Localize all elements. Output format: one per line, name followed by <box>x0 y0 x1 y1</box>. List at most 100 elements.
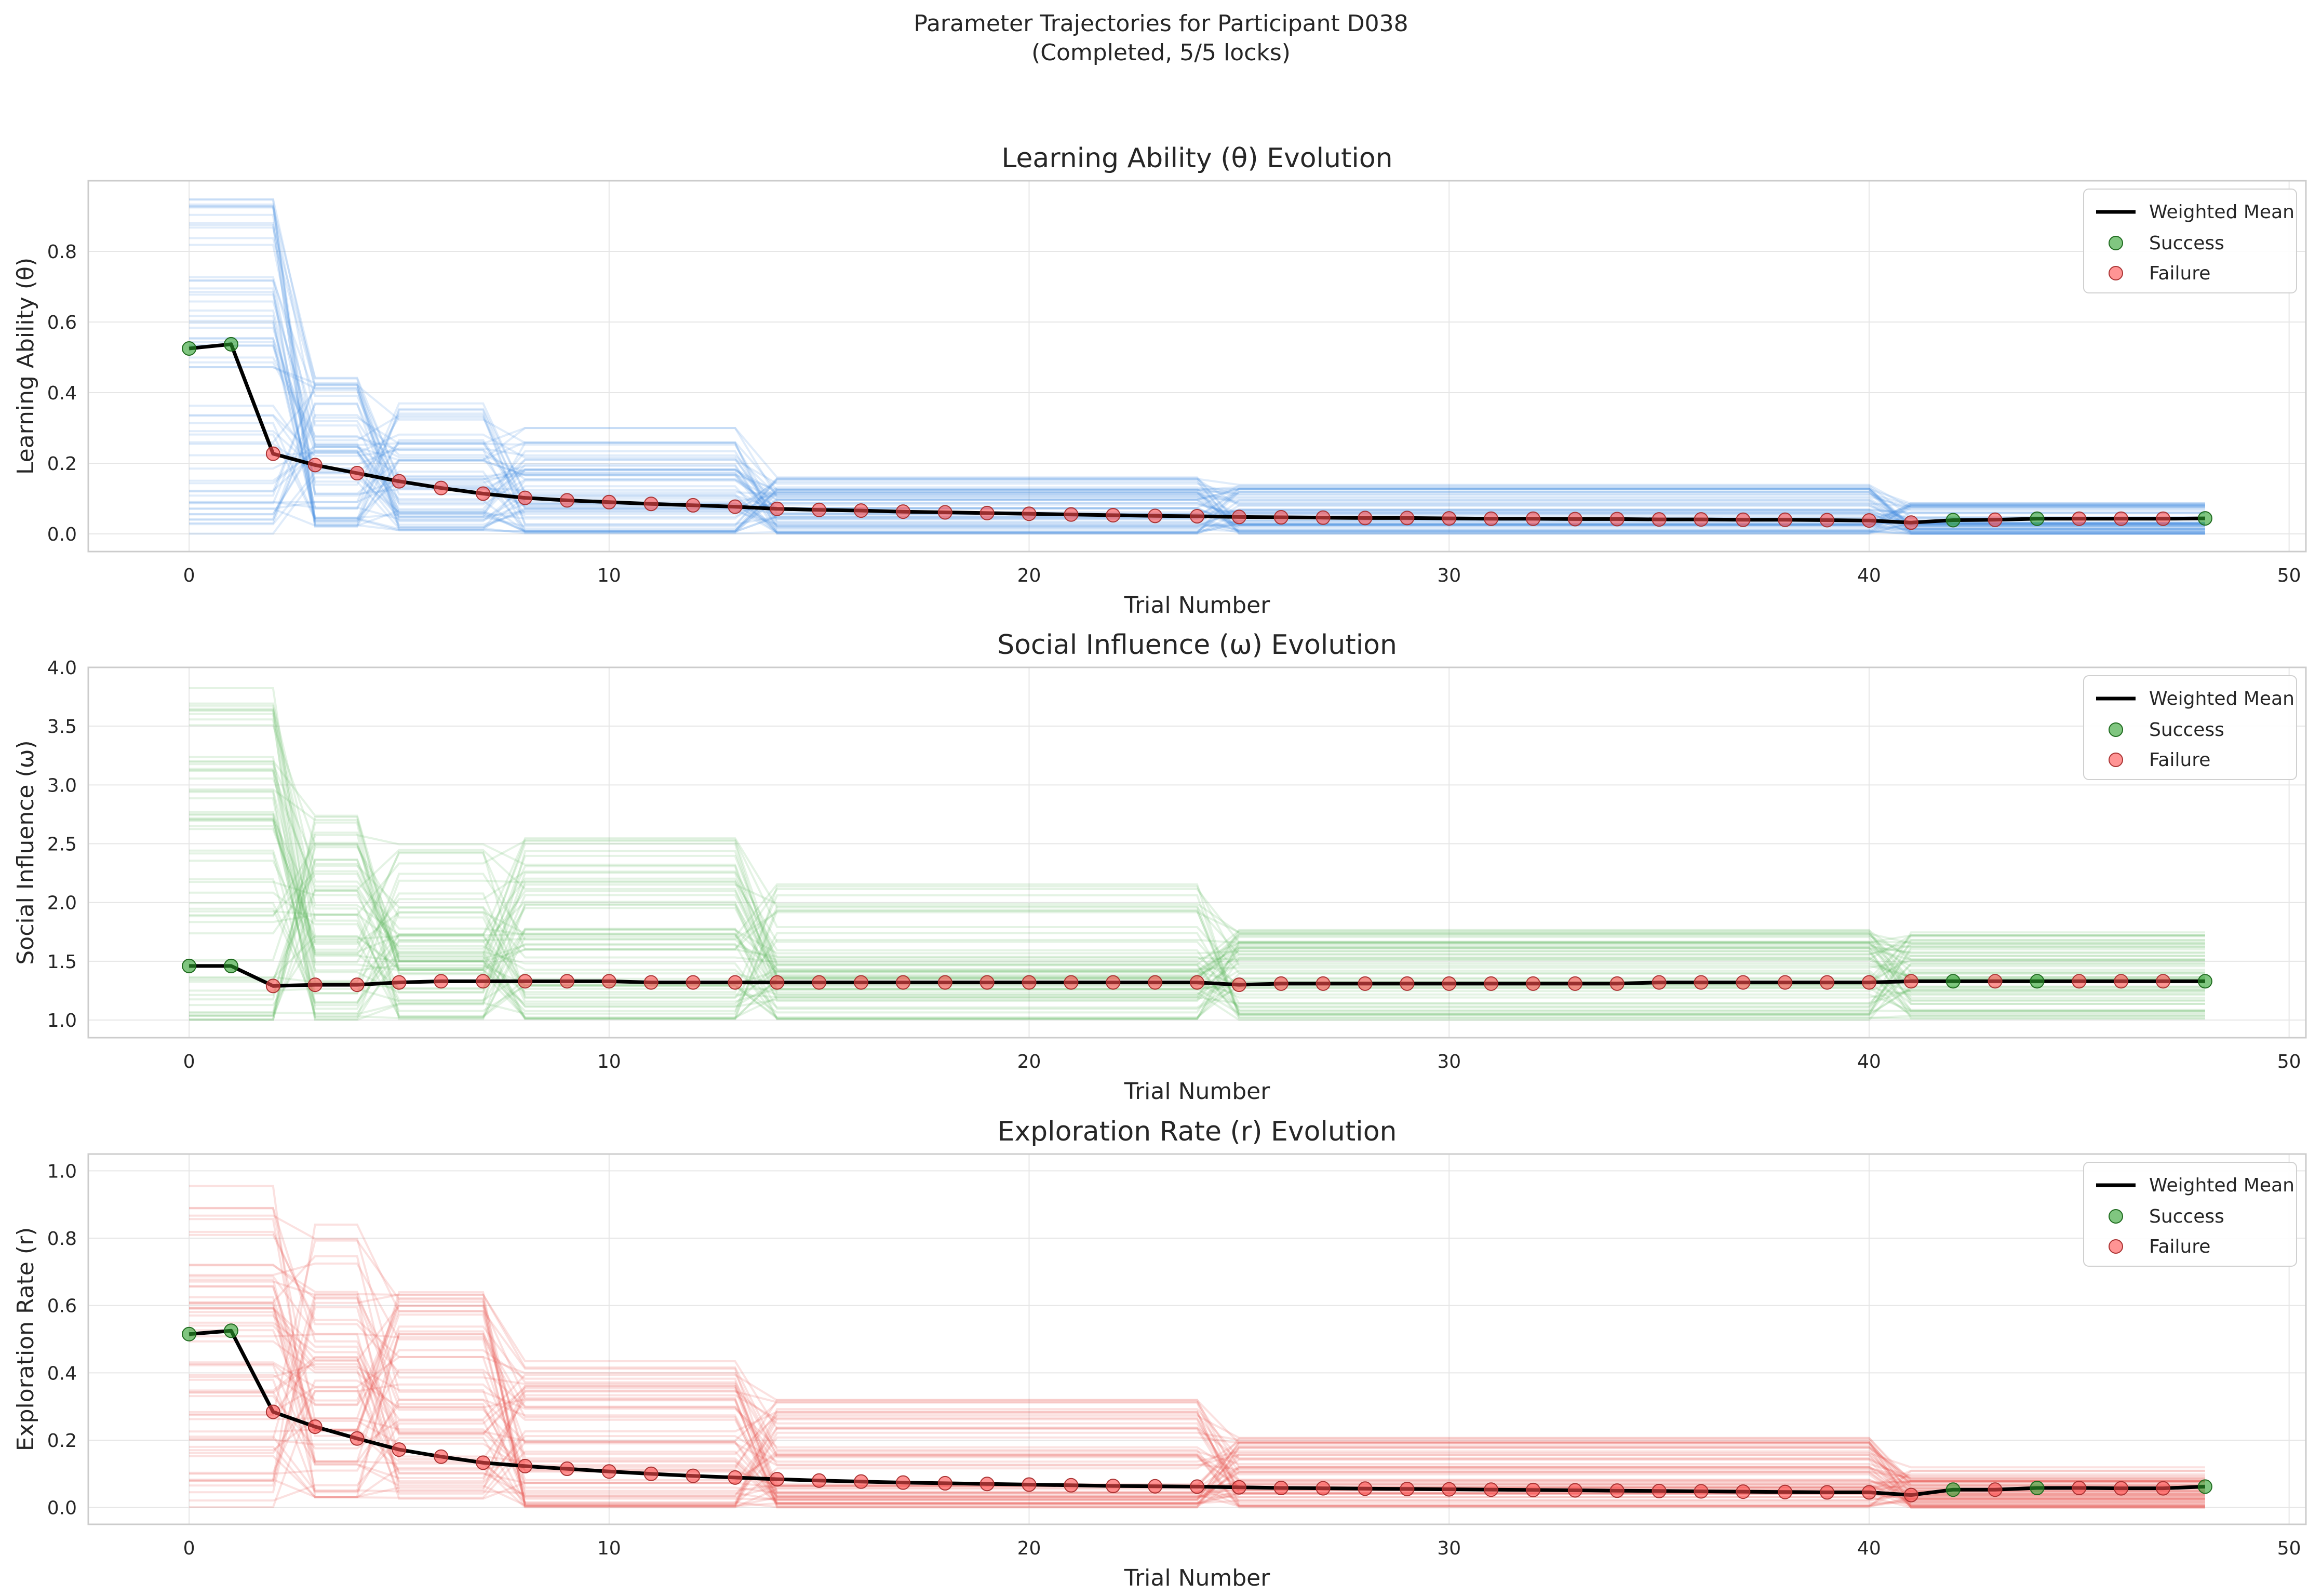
particle-line <box>189 468 2205 534</box>
failure-marker <box>979 505 995 520</box>
particle-line <box>189 769 2205 1012</box>
particle-line <box>189 1411 2205 1504</box>
failure-marker <box>601 494 616 509</box>
failure-marker <box>1316 1481 1331 1496</box>
failure-marker <box>1442 511 1457 526</box>
particle-line <box>189 244 2205 531</box>
failure-marker <box>1400 511 1415 526</box>
particle-line <box>189 471 2205 534</box>
axes-frame <box>87 1153 2307 1525</box>
particle-line <box>189 403 2205 512</box>
failure-marker <box>1148 508 1163 524</box>
x-axis-label: Trial Number <box>1124 1078 1271 1105</box>
failure-marker <box>895 504 910 519</box>
failure-marker <box>1567 976 1582 991</box>
particle-line <box>189 237 2205 533</box>
success-marker <box>223 958 238 973</box>
failure-marker <box>1273 976 1288 991</box>
y-tick-label: 1.0 <box>47 1161 77 1182</box>
particle-line <box>189 811 2205 951</box>
legend-box <box>2083 675 2297 780</box>
failure-marker <box>895 1475 910 1490</box>
success-marker <box>223 337 238 352</box>
particle-line <box>189 791 2205 1021</box>
failure-marker <box>2156 511 2171 526</box>
success-marker <box>2197 974 2212 989</box>
failure-marker <box>2114 1481 2129 1496</box>
failure-marker <box>1106 975 1121 990</box>
failure-marker <box>2114 511 2129 526</box>
success-marker <box>223 1323 238 1338</box>
failure-marker <box>1736 1484 1751 1499</box>
y-tick-label: 3.5 <box>47 716 77 737</box>
particle-line <box>189 1321 2205 1487</box>
failure-marker <box>1652 1483 1667 1498</box>
failure-marker <box>518 490 533 505</box>
failure-marker <box>307 458 323 473</box>
failure-marker <box>1694 1484 1709 1499</box>
x-tick-label: 30 <box>1437 1051 1461 1072</box>
particle-line <box>189 433 2205 535</box>
particle-line <box>189 814 2205 1007</box>
legend: Weighted Mean Success Failure <box>2083 1162 2297 1267</box>
failure-marker <box>1736 975 1751 990</box>
failure-marker <box>728 499 743 514</box>
failure-marker <box>1484 511 1499 526</box>
particle-line <box>189 864 2205 996</box>
x-tick-label: 40 <box>1857 565 1881 586</box>
failure-marker <box>392 1442 407 1457</box>
legend-mean-label: Weighted Mean <box>2149 1175 2294 1196</box>
failure-marker <box>1609 976 1625 991</box>
legend-success-swatch <box>2109 1209 2123 1224</box>
particle-line <box>189 1214 2205 1507</box>
failure-marker <box>643 497 659 512</box>
failure-marker <box>1400 976 1415 991</box>
failure-marker <box>2114 974 2129 989</box>
y-tick-label: 3.0 <box>47 775 77 796</box>
particle-line <box>189 1383 2205 1499</box>
failure-marker <box>1190 509 1204 524</box>
particle-line <box>189 344 2205 528</box>
failure-marker <box>1273 1480 1288 1495</box>
particle-line <box>189 1285 2205 1503</box>
x-tick-label: 10 <box>597 1051 621 1072</box>
particle-line <box>189 327 2205 520</box>
failure-marker <box>1903 515 1918 530</box>
y-tick-label: 0.2 <box>47 453 77 475</box>
failure-marker <box>1861 1485 1876 1500</box>
y-tick-label: 0.0 <box>47 1498 77 1519</box>
success-marker <box>1945 513 1961 528</box>
x-tick-label: 50 <box>2277 1538 2301 1559</box>
failure-marker <box>1190 975 1204 990</box>
failure-marker <box>1652 512 1667 527</box>
particle-line <box>189 1218 2205 1497</box>
failure-marker <box>307 977 323 993</box>
failure-marker <box>854 1474 869 1489</box>
particle-trajectories <box>189 1185 2205 1509</box>
legend-box <box>2083 189 2297 293</box>
failure-marker <box>1231 1480 1246 1495</box>
subplot-title: Learning Ability (θ) Evolution <box>1001 143 1392 174</box>
failure-marker <box>728 975 743 990</box>
failure-marker <box>1358 976 1373 991</box>
particle-line <box>189 449 2205 526</box>
particle-line <box>189 718 2205 1021</box>
failure-marker <box>1022 1477 1037 1492</box>
particle-line <box>189 293 2205 506</box>
failure-marker <box>1358 1481 1373 1496</box>
particle-line <box>189 831 2205 1021</box>
particle-line <box>189 789 2205 956</box>
success-marker <box>2197 511 2212 526</box>
failure-marker <box>1861 975 1876 990</box>
failure-marker <box>2156 1481 2171 1496</box>
success-marker <box>1945 974 1961 989</box>
success-marker <box>1945 1482 1961 1497</box>
particle-line <box>189 205 2205 535</box>
failure-marker <box>1609 1483 1625 1498</box>
particle-line <box>189 450 2205 535</box>
particle-line <box>189 1395 2205 1505</box>
particle-line <box>189 934 2205 1020</box>
failure-marker <box>1484 1482 1499 1497</box>
failure-marker <box>1148 975 1163 990</box>
particle-line <box>189 1275 2205 1507</box>
